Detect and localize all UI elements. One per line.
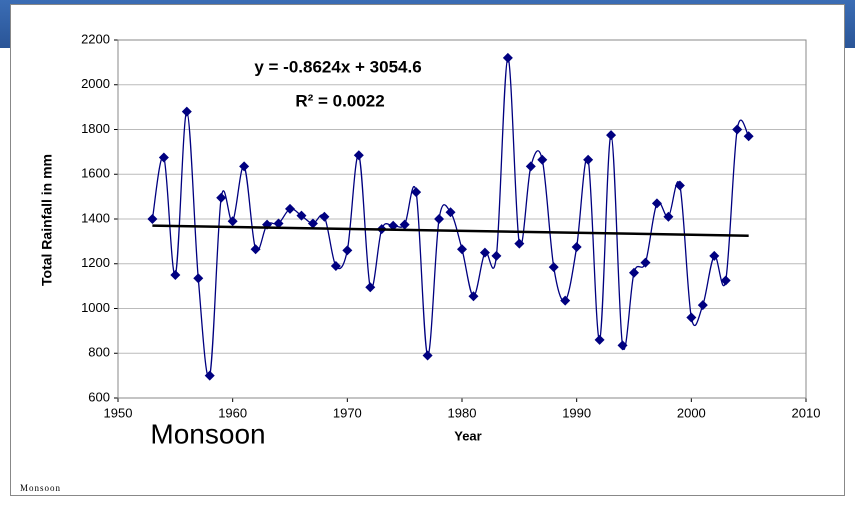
data-point	[583, 154, 594, 165]
data-point	[617, 340, 628, 351]
data-point	[388, 220, 399, 231]
panel	[10, 4, 845, 496]
data-line	[151, 57, 750, 379]
data-point	[204, 370, 215, 381]
data-point	[307, 218, 318, 229]
data-point	[399, 219, 410, 230]
data-point	[411, 187, 422, 198]
data-point	[663, 211, 674, 222]
data-point	[674, 180, 685, 191]
x-tick-label: 1970	[333, 405, 362, 420]
data-point	[147, 214, 158, 224]
data-point	[606, 130, 617, 141]
data-point	[319, 211, 330, 222]
y-tick-label: 800	[88, 345, 110, 360]
y-tick-label: 1200	[81, 255, 110, 270]
data-point	[732, 124, 743, 135]
r-squared: R² = 0.0022	[295, 91, 384, 110]
y-tick-label: 1600	[81, 166, 110, 181]
data-point	[491, 250, 502, 261]
x-tick-label: 2010	[792, 405, 821, 420]
data-point	[250, 244, 261, 255]
data-point	[170, 269, 181, 280]
y-tick-label: 2000	[81, 76, 110, 91]
data-point	[365, 282, 376, 293]
data-point	[158, 152, 169, 163]
x-tick-label: 2000	[677, 405, 706, 420]
data-point	[525, 161, 536, 172]
data-point	[697, 300, 708, 311]
data-point	[502, 52, 513, 63]
data-point	[353, 150, 364, 161]
data-point	[216, 192, 227, 203]
data-point	[594, 334, 605, 345]
data-point	[560, 295, 571, 306]
data-point	[330, 260, 341, 271]
data-point	[273, 218, 284, 229]
data-point	[743, 131, 754, 142]
data-point	[342, 245, 353, 256]
data-point	[629, 267, 639, 278]
data-point	[537, 154, 548, 165]
data-point	[571, 241, 582, 252]
plot-frame	[117, 39, 807, 399]
data-point	[468, 291, 479, 302]
data-point	[193, 273, 204, 284]
caption: Monsoon	[20, 483, 61, 493]
data-point	[422, 350, 433, 361]
data-point	[709, 250, 720, 261]
data-point	[181, 106, 192, 117]
data-point	[651, 198, 662, 209]
data-point	[686, 312, 697, 323]
y-axis-label: Total Rainfall in mm	[39, 154, 55, 286]
data-point	[239, 161, 250, 172]
data-point	[640, 257, 651, 268]
data-point	[457, 244, 467, 255]
data-point	[445, 207, 456, 218]
x-tick-label: 1950	[104, 405, 133, 420]
x-tick-label: 1960	[218, 405, 247, 420]
data-point	[296, 210, 307, 221]
trendline	[152, 224, 749, 237]
data-point	[514, 238, 525, 249]
y-tick-label: 1400	[81, 210, 110, 225]
data-point	[227, 216, 238, 227]
y-tick-label: 1800	[81, 121, 110, 136]
data-point	[479, 247, 490, 258]
x-tick-label: 1980	[448, 405, 477, 420]
x-tick-label: 1990	[562, 405, 591, 420]
x-axis-label: Year	[454, 428, 481, 443]
data-point	[285, 203, 295, 214]
data-point	[720, 275, 731, 286]
data-point	[434, 214, 445, 224]
y-tick-label: 600	[88, 389, 110, 404]
chart-label: Monsoon	[150, 418, 265, 449]
data-point	[548, 262, 559, 273]
y-tick-label: 2200	[81, 31, 110, 46]
equation: y = -0.8624x + 3054.6	[254, 57, 421, 76]
y-tick-label: 1000	[81, 300, 110, 315]
